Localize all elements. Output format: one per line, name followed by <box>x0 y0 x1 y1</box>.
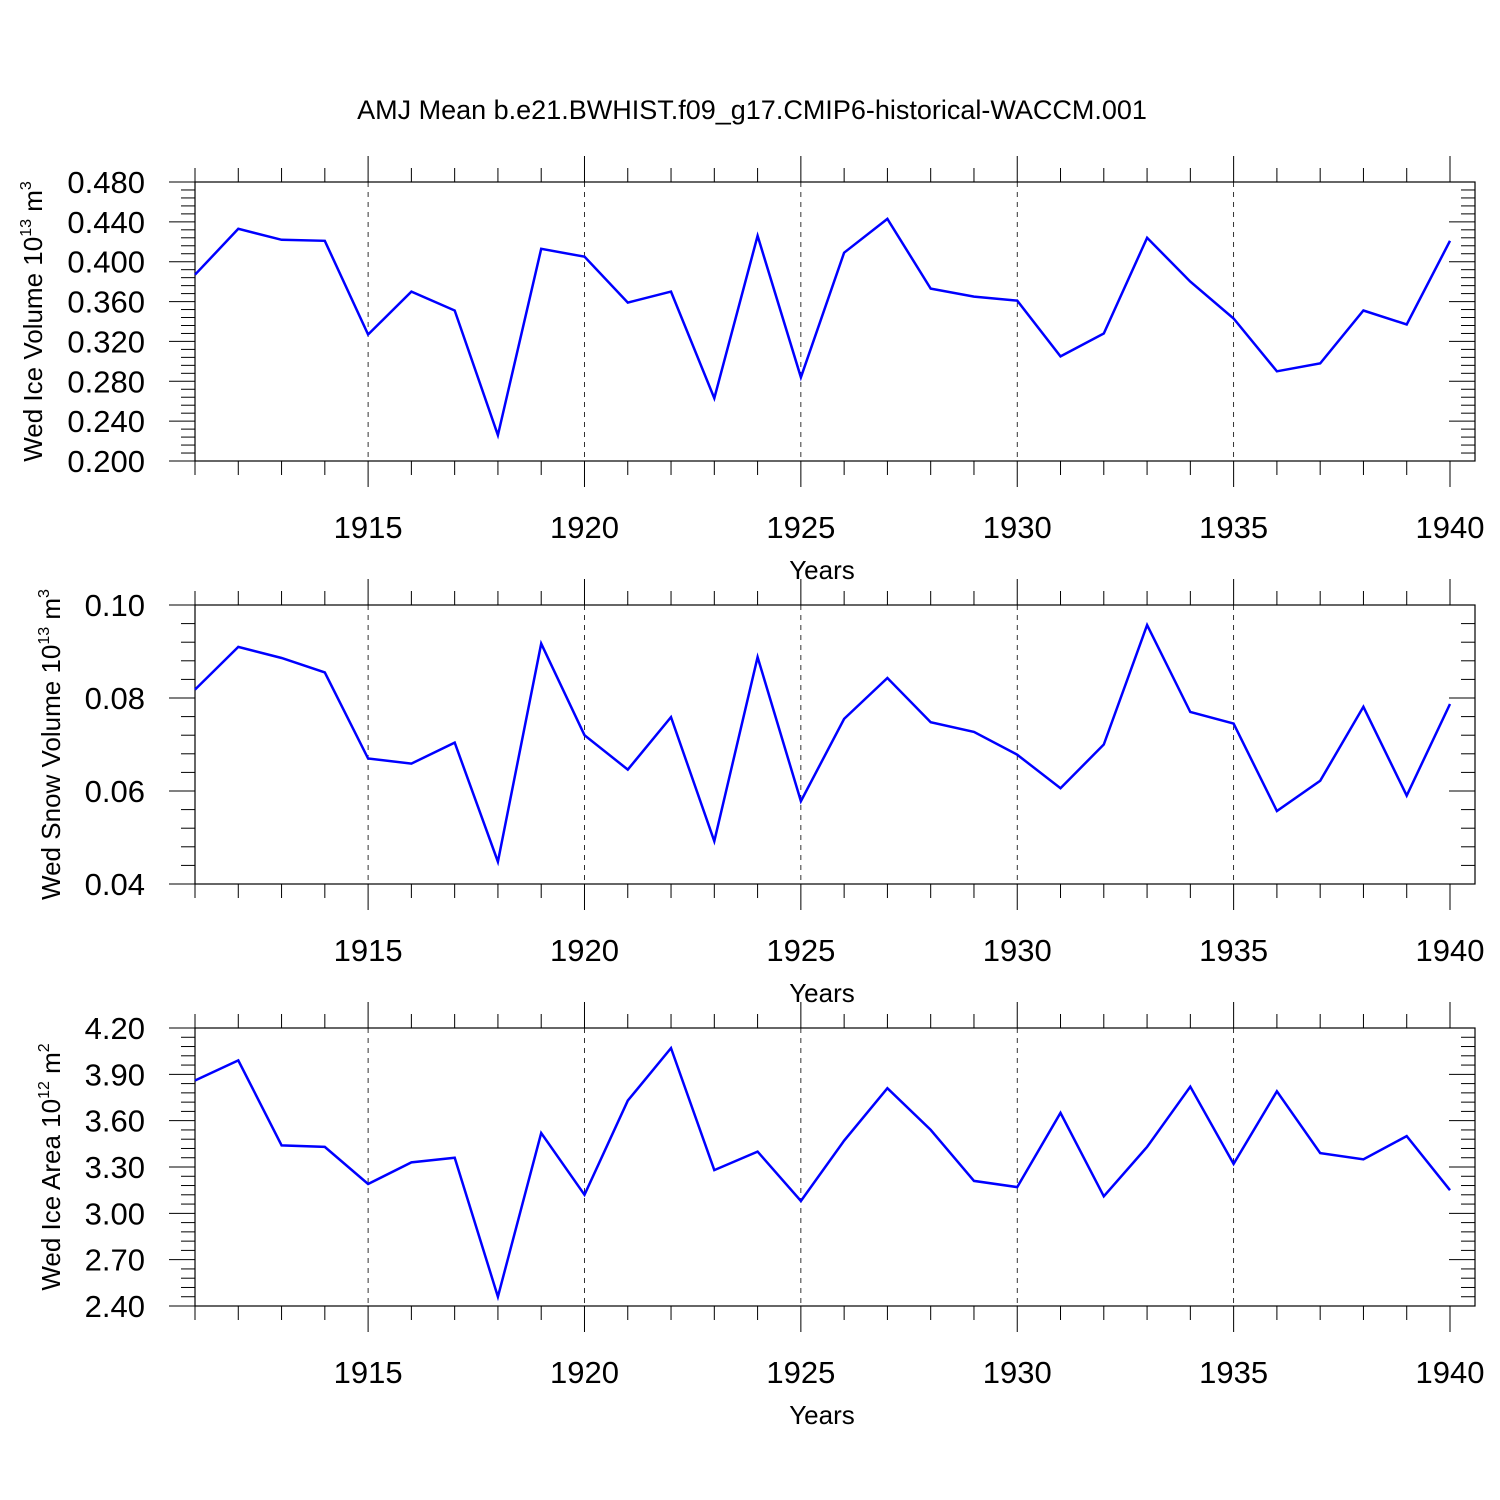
x-tick-label: 1915 <box>334 933 403 968</box>
y-axis-title-superscript: 13 <box>18 219 35 237</box>
y-tick-label: 0.440 <box>67 205 145 240</box>
y-axis-title-superscript: 3 <box>18 181 35 190</box>
y-axis-title-part: m <box>36 598 66 627</box>
y-tick-label: 0.360 <box>67 285 145 320</box>
y-tick-label: 2.40 <box>85 1289 145 1324</box>
series-line-ice-volume <box>194 217 1452 440</box>
y-tick-label: 0.10 <box>85 588 145 623</box>
y-axis-title-superscript: 2 <box>36 1043 53 1052</box>
figure-title: AMJ Mean b.e21.BWHIST.f09_g17.CMIP6-hist… <box>357 95 1147 125</box>
x-tick-label: 1930 <box>983 933 1052 968</box>
y-tick-label: 0.480 <box>67 165 145 200</box>
y-axis-title: Wed Ice Volume 1013 m3 <box>18 181 48 462</box>
x-tick-label: 1925 <box>766 510 835 545</box>
y-tick-label: 4.20 <box>85 1011 145 1046</box>
x-tick-label: 1940 <box>1416 933 1485 968</box>
x-tick-label: 1935 <box>1199 1355 1268 1390</box>
y-tick-label: 0.08 <box>85 681 145 716</box>
y-tick-label: 3.30 <box>85 1150 145 1185</box>
series-line-snow-volume <box>194 621 1452 867</box>
y-axis-title-part: m <box>18 190 48 219</box>
y-tick-label: 3.60 <box>85 1104 145 1139</box>
x-axis-title: Years <box>789 1400 855 1430</box>
y-axis-title-superscript: 13 <box>36 627 53 645</box>
plot-frame <box>194 1027 1476 1307</box>
y-tick-label: 0.280 <box>67 364 145 399</box>
panel-snow-volume: 1915 1920 1925 1930 1935 1940 Years 0.04 0.06 0.0… <box>36 579 1484 1008</box>
y-tick-label: 3.90 <box>85 1057 145 1092</box>
y-tick-label: 0.04 <box>85 867 145 902</box>
x-axis-title: Years <box>789 978 855 1008</box>
y-axis-title-superscript: 12 <box>36 1081 53 1099</box>
x-tick-label: 1940 <box>1416 510 1485 545</box>
y-tick-label: 0.06 <box>85 774 145 809</box>
x-tick-label: 1915 <box>334 1355 403 1390</box>
series-line-ice-area <box>194 1045 1451 1302</box>
x-tick-label: 1935 <box>1199 510 1268 545</box>
x-tick-label: 1925 <box>766 1355 835 1390</box>
panels: 1915 1920 1925 1930 1935 1940 Years 0.200 0.240 0… <box>18 156 1484 1430</box>
panel-ice-volume: 1915 1920 1925 1930 1935 1940 Years 0.200 0.240 0… <box>18 156 1484 585</box>
y-axis-title-superscript: 3 <box>36 589 53 598</box>
panel-ice-area: 1915 1920 1925 1930 1935 1940 Years 2.40 2.70 3.0… <box>36 1002 1484 1430</box>
plot-frame <box>194 604 1476 885</box>
x-tick-label: 1935 <box>1199 933 1268 968</box>
y-axis-title: Wed Ice Area 1012 m2 <box>36 1043 66 1290</box>
y-tick-label: 0.200 <box>67 444 145 479</box>
x-tick-label: 1920 <box>550 1355 619 1390</box>
y-axis-title-part: Wed Ice Area 10 <box>36 1099 66 1291</box>
x-tick-label: 1930 <box>983 510 1052 545</box>
x-tick-label: 1915 <box>334 510 403 545</box>
y-tick-label: 0.240 <box>67 404 145 439</box>
y-axis-title: Wed Snow Volume 1013 m3 <box>36 589 66 900</box>
x-tick-label: 1925 <box>766 933 835 968</box>
y-axis-title-part: Wed Snow Volume 10 <box>36 645 66 900</box>
y-tick-label: 0.400 <box>67 245 145 280</box>
x-axis-title: Years <box>789 555 855 585</box>
plot-frame <box>194 181 1476 462</box>
x-tick-label: 1940 <box>1416 1355 1485 1390</box>
y-tick-label: 3.00 <box>85 1196 145 1231</box>
y-tick-label: 2.70 <box>85 1243 145 1278</box>
x-tick-label: 1920 <box>550 510 619 545</box>
y-tick-label: 0.320 <box>67 324 145 359</box>
y-axis-title-part: Wed Ice Volume 10 <box>18 237 48 462</box>
x-tick-label: 1920 <box>550 933 619 968</box>
x-tick-label: 1930 <box>983 1355 1052 1390</box>
y-axis-title-part: m <box>36 1052 66 1081</box>
